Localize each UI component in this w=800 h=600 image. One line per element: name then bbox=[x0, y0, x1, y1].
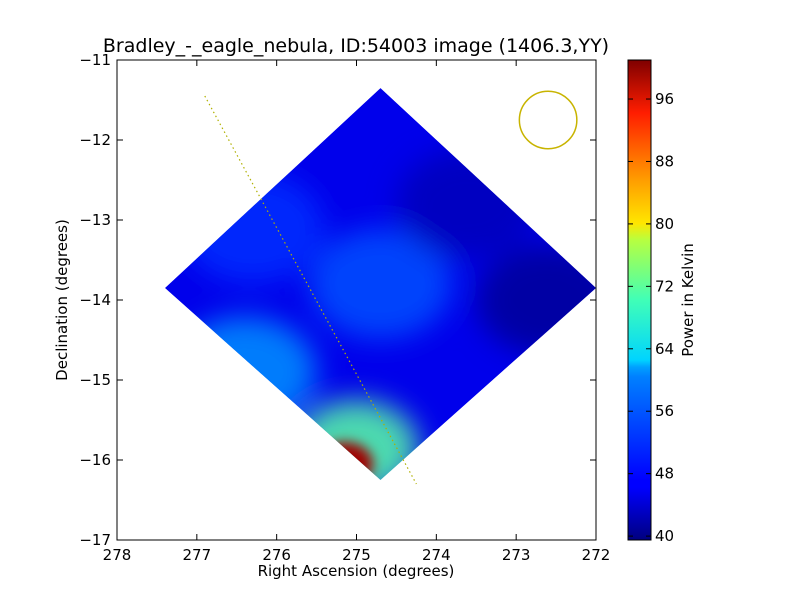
colorbar-tick-label: 56 bbox=[655, 402, 674, 420]
chart-title: Bradley_-_eagle_nebula, ID:54003 image (… bbox=[103, 35, 609, 57]
y-tick-label: −15 bbox=[79, 371, 111, 389]
x-axis-label: Right Ascension (degrees) bbox=[258, 562, 455, 580]
colorbar-tick-label: 88 bbox=[655, 152, 674, 170]
emission-feature bbox=[308, 229, 452, 339]
colorbar-tick-label: 64 bbox=[655, 340, 674, 358]
colorbar: 40 48 56 64 72 80 88 96 Power in Kelvin bbox=[627, 59, 697, 545]
y-tick-label: −14 bbox=[79, 291, 111, 309]
x-tick-label: 277 bbox=[183, 546, 212, 564]
colorbar-frame bbox=[627, 59, 652, 541]
colorbar-tick-label: 48 bbox=[655, 465, 674, 483]
colorbar-tick-label: 96 bbox=[655, 90, 674, 108]
dotted-overlay-line bbox=[204, 95, 417, 485]
x-tick-label: 275 bbox=[342, 546, 371, 564]
x-tick-label: 272 bbox=[582, 546, 611, 564]
colorbar-tick-label: 40 bbox=[655, 527, 674, 545]
y-tick-label: −13 bbox=[79, 211, 111, 229]
y-tick-label: −12 bbox=[79, 131, 111, 149]
colorbar-tick-label: 72 bbox=[655, 277, 674, 295]
x-tick-label: 273 bbox=[502, 546, 531, 564]
beam-size-circle bbox=[518, 90, 578, 150]
plot-area bbox=[116, 59, 597, 541]
x-axis: 278 277 276 275 274 273 272 bbox=[103, 60, 611, 564]
y-tick-label: −11 bbox=[79, 51, 111, 69]
x-tick-label: 274 bbox=[422, 546, 451, 564]
colorbar-tick-label: 80 bbox=[655, 215, 674, 233]
y-tick-label: −16 bbox=[79, 451, 111, 469]
x-tick-label: 278 bbox=[103, 546, 132, 564]
colorbar-gradient bbox=[628, 60, 651, 540]
colorbar-ticks: 40 48 56 64 72 80 88 96 bbox=[628, 90, 674, 545]
y-tick-label: −17 bbox=[79, 531, 111, 549]
colorbar-label: Power in Kelvin bbox=[679, 243, 697, 357]
y-axis: −11 −12 −13 −14 −15 −16 −17 bbox=[79, 51, 596, 549]
x-tick-label: 276 bbox=[262, 546, 291, 564]
y-axis-label: Declination (degrees) bbox=[53, 219, 71, 381]
